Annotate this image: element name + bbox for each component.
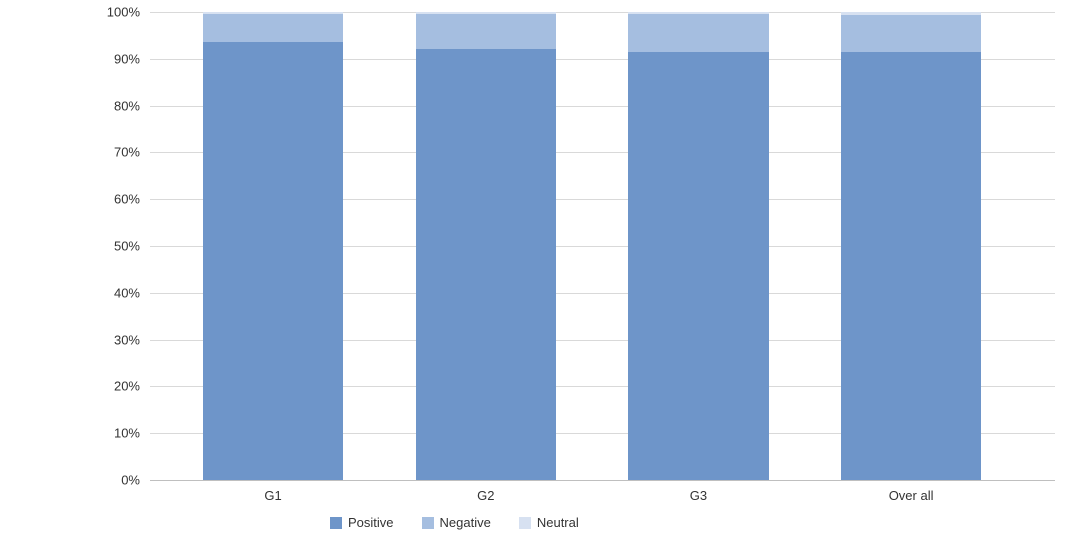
y-tick-label: 0% [121, 473, 140, 488]
bar-segment-positive [841, 52, 981, 480]
legend-item-negative: Negative [422, 515, 491, 530]
bar-group [628, 12, 768, 480]
legend-swatch [330, 517, 342, 529]
y-tick-label: 60% [114, 192, 140, 207]
bar-segment-neutral [841, 12, 981, 15]
bar-segment-neutral [416, 12, 556, 14]
legend-item-positive: Positive [330, 515, 394, 530]
y-tick-label: 40% [114, 285, 140, 300]
legend-label: Negative [440, 515, 491, 530]
legend-label: Neutral [537, 515, 579, 530]
x-tick-label: G1 [264, 488, 281, 503]
x-tick-label: G3 [690, 488, 707, 503]
bar-group [416, 12, 556, 480]
bar-segment-neutral [203, 12, 343, 14]
stacked-percent-bar-chart: 0% 10% 20% 30% 40% 50% 60% 70% 80% 90% 100% G1 G2 G3… [0, 0, 1090, 550]
gridline [150, 480, 1055, 481]
bar-group [203, 12, 343, 480]
bar-group [841, 12, 981, 480]
bar-segment-positive [628, 52, 768, 480]
bar-segment-negative [628, 14, 768, 51]
bar-segment-negative [841, 15, 981, 52]
bar-segment-neutral [628, 12, 768, 14]
y-tick-label: 90% [114, 51, 140, 66]
bar-segment-negative [203, 14, 343, 42]
x-tick-label: Over all [889, 488, 934, 503]
y-tick-label: 50% [114, 239, 140, 254]
y-tick-label: 20% [114, 379, 140, 394]
y-tick-label: 80% [114, 98, 140, 113]
bar-segment-positive [203, 42, 343, 480]
legend-swatch [519, 517, 531, 529]
x-tick-label: G2 [477, 488, 494, 503]
legend-swatch [422, 517, 434, 529]
bar-segment-positive [416, 49, 556, 480]
y-tick-label: 100% [107, 5, 140, 20]
y-tick-label: 70% [114, 145, 140, 160]
legend: Positive Negative Neutral [330, 515, 579, 530]
legend-label: Positive [348, 515, 394, 530]
legend-item-neutral: Neutral [519, 515, 579, 530]
plot-area [150, 12, 1055, 480]
y-tick-label: 10% [114, 426, 140, 441]
y-tick-label: 30% [114, 332, 140, 347]
bar-segment-negative [416, 14, 556, 49]
